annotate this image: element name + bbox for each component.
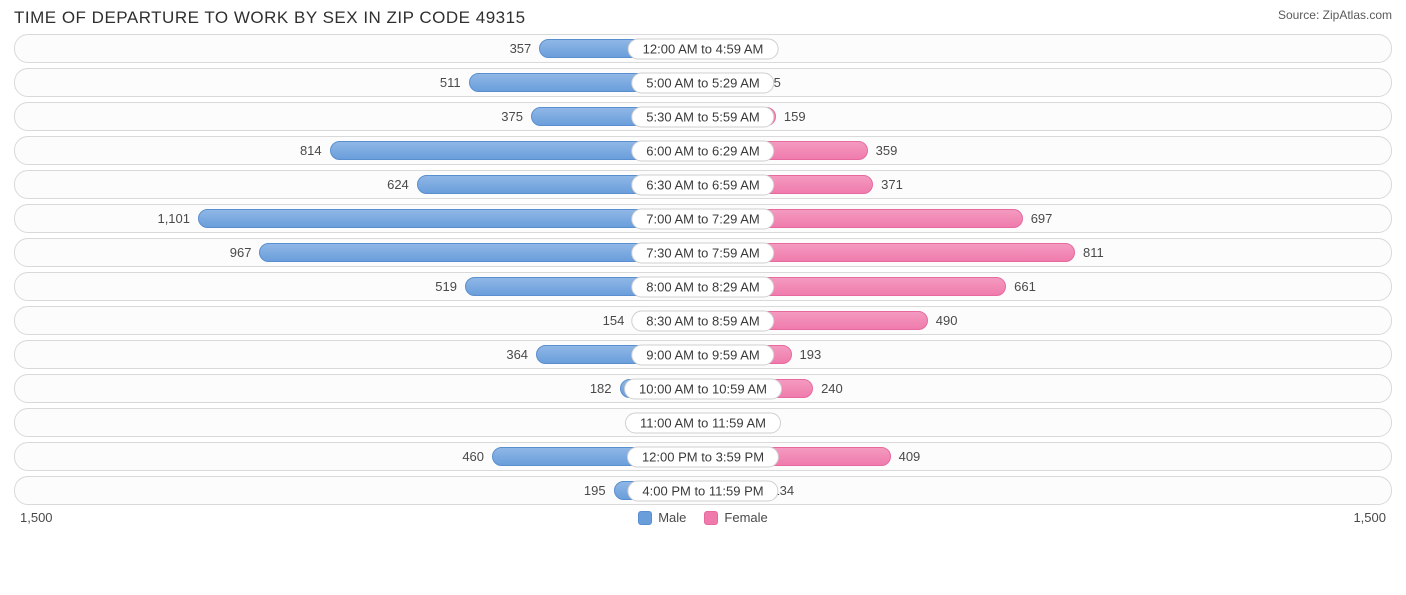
female-value: 409 xyxy=(891,449,929,464)
time-range-label: 6:00 AM to 6:29 AM xyxy=(631,140,774,161)
male-value: 460 xyxy=(454,449,492,464)
female-half: 661 xyxy=(703,273,1391,300)
female-half: 371 xyxy=(703,171,1391,198)
female-half: 697 xyxy=(703,205,1391,232)
female-value: 359 xyxy=(868,143,906,158)
legend-label-male: Male xyxy=(658,510,686,525)
chart-row: 357 2812:00 AM to 4:59 AM xyxy=(14,34,1392,63)
male-value: 375 xyxy=(493,109,531,124)
male-value: 1,101 xyxy=(149,211,198,226)
female-half: 105 xyxy=(703,69,1391,96)
legend-item-male: Male xyxy=(638,510,686,525)
time-range-label: 7:00 AM to 7:29 AM xyxy=(631,208,774,229)
male-half: 357 xyxy=(15,35,703,62)
male-half: 967 xyxy=(15,239,703,266)
male-half: 460 xyxy=(15,443,703,470)
chart-row: 460 409 12:00 PM to 3:59 PM xyxy=(14,442,1392,471)
female-half: 359 xyxy=(703,137,1391,164)
time-range-label: 12:00 PM to 3:59 PM xyxy=(627,446,779,467)
time-range-label: 8:30 AM to 8:59 AM xyxy=(631,310,774,331)
male-half: 1,101 xyxy=(15,205,703,232)
source-attribution: Source: ZipAtlas.com xyxy=(1278,8,1392,22)
time-range-label: 10:00 AM to 10:59 AM xyxy=(624,378,782,399)
time-range-label: 6:30 AM to 6:59 AM xyxy=(631,174,774,195)
female-value: 661 xyxy=(1006,279,1044,294)
female-half: 811 xyxy=(703,239,1391,266)
male-half: 182 xyxy=(15,375,703,402)
female-value: 697 xyxy=(1023,211,1061,226)
time-range-label: 5:30 AM to 5:59 AM xyxy=(631,106,774,127)
legend-label-female: Female xyxy=(724,510,767,525)
female-half: 27 xyxy=(703,409,1391,436)
male-bar xyxy=(198,209,703,228)
chart-row: 912711:00 AM to 11:59 AM xyxy=(14,408,1392,437)
male-half: 91 xyxy=(15,409,703,436)
time-range-label: 4:00 PM to 11:59 PM xyxy=(627,480,778,501)
male-value: 182 xyxy=(582,381,620,396)
male-value: 195 xyxy=(576,483,614,498)
chart-row: 182 240 10:00 AM to 10:59 AM xyxy=(14,374,1392,403)
chart-row: 1,101 697 7:00 AM to 7:29 AM xyxy=(14,204,1392,233)
male-value: 364 xyxy=(498,347,536,362)
legend-swatch-male xyxy=(638,511,652,525)
axis-max-left: 1,500 xyxy=(20,510,53,525)
female-value: 371 xyxy=(873,177,911,192)
legend-swatch-female xyxy=(704,511,718,525)
female-half: 193 xyxy=(703,341,1391,368)
chart-row: 814 359 6:00 AM to 6:29 AM xyxy=(14,136,1392,165)
axis-max-right: 1,500 xyxy=(1353,510,1386,525)
legend-item-female: Female xyxy=(704,510,767,525)
male-half: 364 xyxy=(15,341,703,368)
female-half: 490 xyxy=(703,307,1391,334)
male-value: 519 xyxy=(427,279,465,294)
female-value: 159 xyxy=(776,109,814,124)
female-value: 240 xyxy=(813,381,851,396)
male-value: 814 xyxy=(292,143,330,158)
time-range-label: 8:00 AM to 8:29 AM xyxy=(631,276,774,297)
time-range-label: 11:00 AM to 11:59 AM xyxy=(625,412,781,433)
male-half: 624 xyxy=(15,171,703,198)
chart-row: 511 1055:00 AM to 5:29 AM xyxy=(14,68,1392,97)
female-half: 134 xyxy=(703,477,1391,504)
female-half: 409 xyxy=(703,443,1391,470)
chart-row: 967 811 7:30 AM to 7:59 AM xyxy=(14,238,1392,267)
male-half: 814 xyxy=(15,137,703,164)
time-range-label: 9:00 AM to 9:59 AM xyxy=(631,344,774,365)
time-range-label: 5:00 AM to 5:29 AM xyxy=(631,72,774,93)
male-half: 195 xyxy=(15,477,703,504)
female-value: 193 xyxy=(792,347,830,362)
chart-row: 364 193 9:00 AM to 9:59 AM xyxy=(14,340,1392,369)
chart-row: 375 1595:30 AM to 5:59 AM xyxy=(14,102,1392,131)
male-value: 967 xyxy=(222,245,260,260)
male-value: 154 xyxy=(595,313,633,328)
chart-row: 519 661 8:00 AM to 8:29 AM xyxy=(14,272,1392,301)
female-half: 240 xyxy=(703,375,1391,402)
male-value: 624 xyxy=(379,177,417,192)
male-half: 511 xyxy=(15,69,703,96)
male-value: 357 xyxy=(502,41,540,56)
chart-row: 624 371 6:30 AM to 6:59 AM xyxy=(14,170,1392,199)
time-range-label: 12:00 AM to 4:59 AM xyxy=(628,38,779,59)
legend: Male Female xyxy=(638,510,768,525)
time-range-label: 7:30 AM to 7:59 AM xyxy=(631,242,774,263)
chart-row: 154 490 8:30 AM to 8:59 AM xyxy=(14,306,1392,335)
female-value: 490 xyxy=(928,313,966,328)
female-half: 28 xyxy=(703,35,1391,62)
female-half: 159 xyxy=(703,103,1391,130)
male-half: 519 xyxy=(15,273,703,300)
female-value: 811 xyxy=(1075,245,1112,260)
chart-footer: 1,500 Male Female 1,500 xyxy=(14,510,1392,525)
chart-row: 195 1344:00 PM to 11:59 PM xyxy=(14,476,1392,505)
header: TIME OF DEPARTURE TO WORK BY SEX IN ZIP … xyxy=(14,8,1392,28)
male-half: 375 xyxy=(15,103,703,130)
male-half: 154 xyxy=(15,307,703,334)
diverging-bar-chart: 357 2812:00 AM to 4:59 AM 511 1055:00 AM to… xyxy=(14,34,1392,505)
chart-title: TIME OF DEPARTURE TO WORK BY SEX IN ZIP … xyxy=(14,8,526,28)
male-value: 511 xyxy=(432,75,469,90)
